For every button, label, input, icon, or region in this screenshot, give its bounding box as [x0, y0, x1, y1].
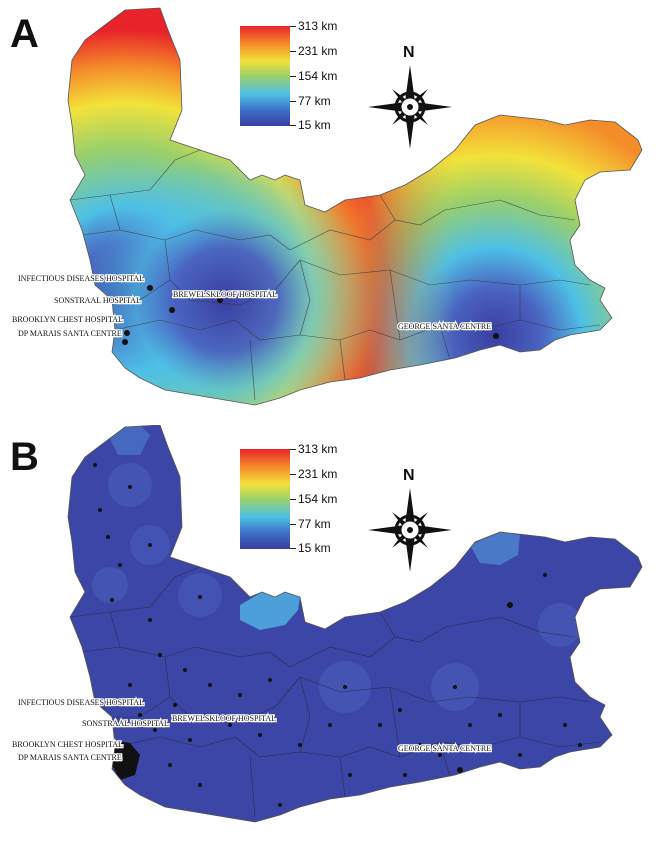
- label-sonstraal-hospital: SONSTRAAL HOSPITAL: [54, 296, 141, 305]
- legend-label: 313 km: [298, 19, 338, 33]
- legend-label: 154 km: [298, 492, 338, 506]
- province-map-b: INFECTIOUS DISEASES HOSPITAL SONSTRAAL H…: [11, 425, 643, 823]
- label-brewelskloof-hospital: BREWELSKLOOF HOSPITAL: [172, 714, 276, 723]
- north-arrow-a: N: [365, 44, 455, 154]
- legend-label: 231 km: [298, 467, 338, 481]
- label-george-santa-centre: GEORGE SANTA CENTRE: [398, 744, 491, 753]
- legend-label: 15 km: [298, 541, 331, 555]
- label-dp-marais-santa-centre: DP MARAIS SANTA CENTRE: [18, 329, 122, 338]
- legend-color-bar: [240, 449, 290, 549]
- label-infectious-diseases-hospital: INFECTIOUS DISEASES HOSPITAL: [18, 274, 144, 283]
- clinic-markers: [93, 463, 582, 807]
- facility-marker: [169, 307, 175, 313]
- legend-label: 154 km: [298, 69, 338, 83]
- facility-marker: [217, 297, 223, 303]
- facility-marker: [147, 285, 153, 291]
- north-arrow-b: N: [365, 467, 455, 577]
- facility-marker: [122, 339, 128, 345]
- map-panel-b: INFECTIOUS DISEASES HOSPITAL SONSTRAAL H…: [0, 425, 669, 850]
- label-infectious-diseases-hospital: INFECTIOUS DISEASES HOSPITAL: [18, 698, 144, 707]
- panel-letter-a: A: [10, 12, 39, 56]
- compass-rose-icon: [368, 488, 452, 572]
- compass-rose-icon: [368, 65, 452, 149]
- label-sonstraal-hospital: SONSTRAAL HOSPITAL: [82, 719, 169, 728]
- facility-marker: [493, 333, 499, 339]
- facility-marker: [124, 330, 130, 336]
- compass-north-label: N: [403, 467, 415, 484]
- compass-north-label: N: [403, 44, 415, 61]
- distance-legend-a: 313 km 231 km 154 km 77 km 15 km: [240, 19, 337, 132]
- legend-color-bar: [240, 26, 290, 126]
- label-george-santa-centre: GEORGE SANTA CENTRE: [398, 322, 491, 331]
- legend-label: 313 km: [298, 442, 338, 456]
- label-brewelskloof-hospital: BREWELSKLOOF HOSPITAL: [173, 290, 277, 299]
- province-map-a: INFECTIOUS DISEASES HOSPITAL SONSTRAAL H…: [11, 7, 643, 406]
- panel-letter-b: B: [10, 435, 39, 479]
- distance-legend-b: 313 km 231 km 154 km 77 km 15 km: [240, 442, 337, 555]
- map-panel-a: INFECTIOUS DISEASES HOSPITAL SONSTRAAL H…: [10, 7, 643, 406]
- label-brooklyn-chest-hospital: BROOKLYN CHEST HOSPITAL: [12, 740, 123, 749]
- legend-label: 15 km: [298, 118, 331, 132]
- legend-label: 231 km: [298, 44, 338, 58]
- legend-label: 77 km: [298, 94, 331, 108]
- label-brooklyn-chest-hospital: BROOKLYN CHEST HOSPITAL: [12, 315, 123, 324]
- legend-label: 77 km: [298, 517, 331, 531]
- label-dp-marais-santa-centre: DP MARAIS SANTA CENTRE: [18, 753, 122, 762]
